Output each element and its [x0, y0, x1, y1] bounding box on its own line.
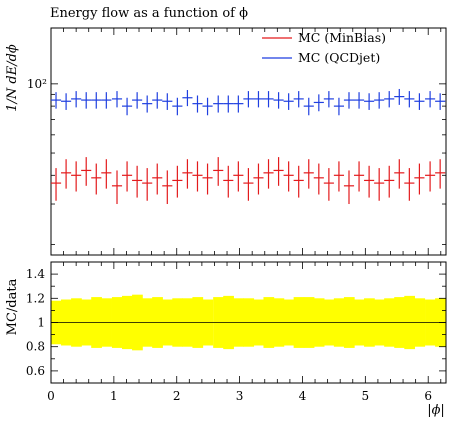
x-tick-label: 4	[299, 389, 307, 403]
ratio-y-tick-label: 0.6	[26, 364, 45, 378]
x-tick-label: 1	[110, 389, 118, 403]
x-axis-label: |ϕ|	[427, 403, 445, 418]
ratio-y-tick-label: 1.2	[26, 291, 45, 305]
main-y-axis-label: 1/N dE/dϕ	[5, 44, 20, 112]
x-tick-label: 6	[424, 389, 432, 403]
ratio-y-tick-label: 1	[37, 316, 45, 330]
x-tick-label: 5	[362, 389, 370, 403]
x-tick-label: 0	[47, 389, 55, 403]
x-tick-label: 2	[173, 389, 181, 403]
ratio-y-tick-label: 0.8	[26, 340, 45, 354]
ratio-y-axis-label: MC/data	[5, 278, 20, 335]
legend-label: MC (QCDjet)	[298, 50, 380, 65]
chart-title: Energy flow as a function of ϕ	[50, 6, 248, 21]
legend-label: MC (MinBias)	[298, 30, 386, 45]
ratio-y-tick-label: 1.4	[26, 267, 45, 281]
main-plot-frame	[50, 27, 447, 256]
x-tick-label: 3	[236, 389, 244, 403]
y-tick-label: 10²	[27, 77, 47, 91]
